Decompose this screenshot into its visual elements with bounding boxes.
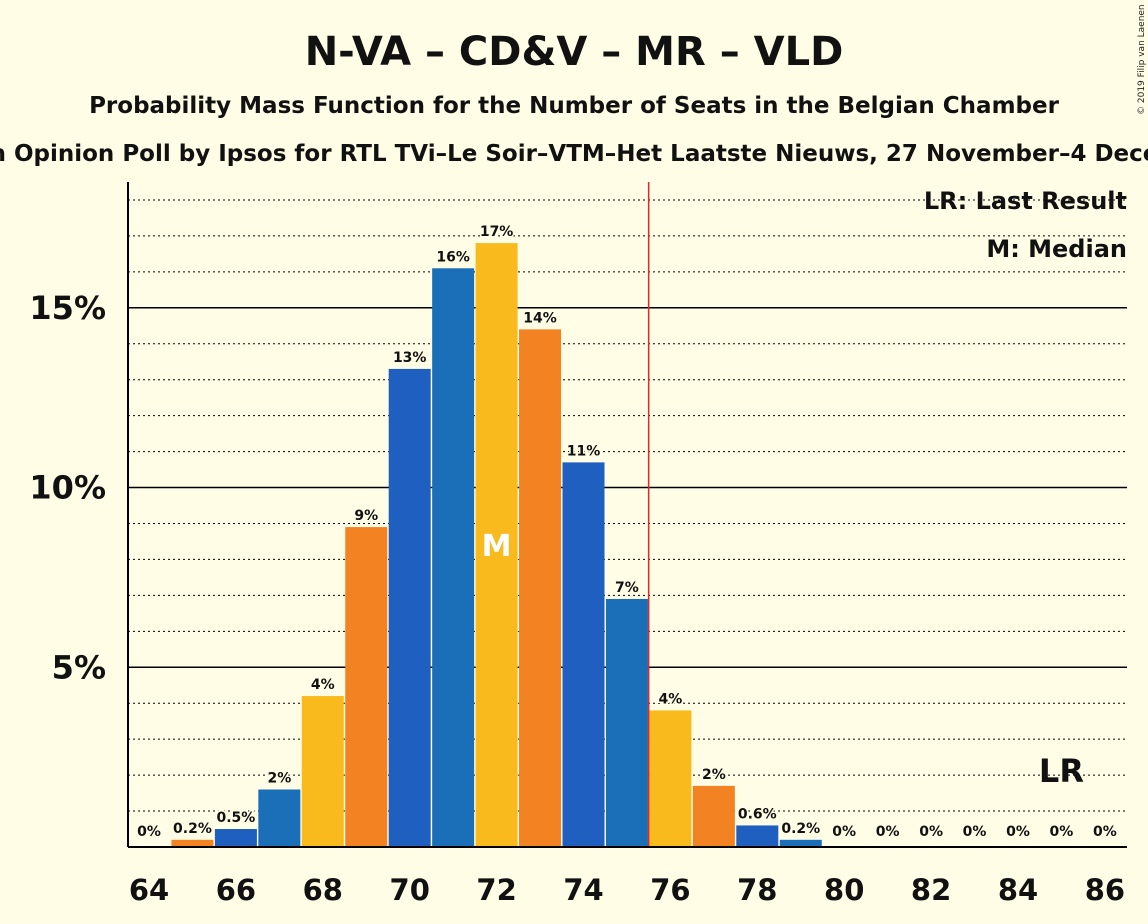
data-label-78: 0.6% bbox=[738, 806, 777, 822]
x-tick-label: 76 bbox=[650, 873, 690, 907]
data-label-71: 16% bbox=[436, 249, 470, 265]
bars bbox=[171, 243, 822, 848]
bar-79-seats bbox=[779, 839, 822, 847]
data-label-67: 2% bbox=[267, 770, 291, 786]
copyright-notice: © 2019 Filip van Laenen bbox=[1137, 4, 1147, 115]
data-label-69: 9% bbox=[354, 508, 378, 524]
bar-69-seats bbox=[345, 527, 388, 847]
data-label-80: 0% bbox=[832, 824, 856, 840]
legend-median: M: Median bbox=[986, 235, 1127, 263]
data-label-79: 0.2% bbox=[781, 821, 820, 837]
x-tick-label: 68 bbox=[303, 873, 343, 907]
data-label-65: 0.2% bbox=[173, 821, 212, 837]
data-label-86: 0% bbox=[1093, 824, 1117, 840]
bar-78-seats bbox=[736, 825, 779, 847]
bar-72-seats bbox=[475, 243, 518, 848]
tick-labels: 5% 10% 15% 64 66 68 70 72 74 76 78 80 82 84 86 bbox=[29, 289, 1125, 907]
bar-70-seats bbox=[388, 368, 431, 847]
x-tick-label: 84 bbox=[998, 873, 1038, 907]
x-tick-label: 74 bbox=[563, 873, 603, 907]
data-label-64: 0% bbox=[137, 824, 161, 840]
bar-77-seats bbox=[692, 785, 735, 847]
data-label-66: 0.5% bbox=[216, 810, 255, 826]
data-label-83: 0% bbox=[963, 824, 987, 840]
data-label-82: 0% bbox=[919, 824, 943, 840]
data-label-68: 4% bbox=[311, 677, 335, 693]
y-tick-label: 5% bbox=[52, 648, 106, 686]
bar-76-seats bbox=[649, 710, 692, 847]
data-label-81: 0% bbox=[876, 824, 900, 840]
bar-74-seats bbox=[562, 462, 605, 847]
data-label-85: 0% bbox=[1050, 824, 1074, 840]
data-label-70: 13% bbox=[393, 350, 427, 366]
data-label-76: 4% bbox=[659, 691, 683, 707]
bar-66-seats bbox=[214, 829, 257, 847]
chart-title: N-VA – CD&V – MR – VLD bbox=[305, 29, 844, 75]
bar-75-seats bbox=[605, 598, 648, 847]
y-tick-label: 10% bbox=[29, 469, 106, 507]
data-labels: 0% 0.2%0.5%2%4%9%13%16%17%14%11%7%4%2%0.6… bbox=[136, 223, 1119, 842]
x-tick-label: 80 bbox=[824, 873, 864, 907]
x-tick-label: 72 bbox=[476, 873, 516, 907]
bar-65-seats bbox=[171, 839, 214, 847]
data-label-72: 17% bbox=[480, 224, 514, 240]
data-label-75: 7% bbox=[615, 580, 639, 596]
data-label-84: 0% bbox=[1006, 824, 1030, 840]
data-label-77: 2% bbox=[702, 767, 726, 783]
data-label-74: 11% bbox=[567, 443, 601, 459]
bar-71-seats bbox=[432, 268, 475, 847]
bar-68-seats bbox=[301, 696, 344, 847]
chart-subtitle: Probability Mass Function for the Number… bbox=[89, 93, 1060, 119]
legend-last-result: LR: Last Result bbox=[924, 187, 1127, 215]
x-tick-label: 78 bbox=[737, 873, 777, 907]
x-tick-label: 82 bbox=[911, 873, 951, 907]
median-marker: M bbox=[482, 529, 512, 564]
x-tick-label: 64 bbox=[129, 873, 169, 907]
bar-67-seats bbox=[258, 789, 301, 847]
x-tick-label: 70 bbox=[390, 873, 430, 907]
x-tick-label: 86 bbox=[1085, 873, 1125, 907]
axes bbox=[127, 182, 1127, 848]
y-tick-label: 15% bbox=[29, 289, 106, 327]
chart-subtitle-poll: n Opinion Poll by Ipsos for RTL TVi–Le S… bbox=[0, 141, 1148, 167]
x-tick-label: 66 bbox=[216, 873, 256, 907]
bar-73-seats bbox=[519, 329, 562, 847]
data-label-73: 14% bbox=[523, 310, 557, 326]
last-result-marker: LR bbox=[1039, 752, 1084, 790]
